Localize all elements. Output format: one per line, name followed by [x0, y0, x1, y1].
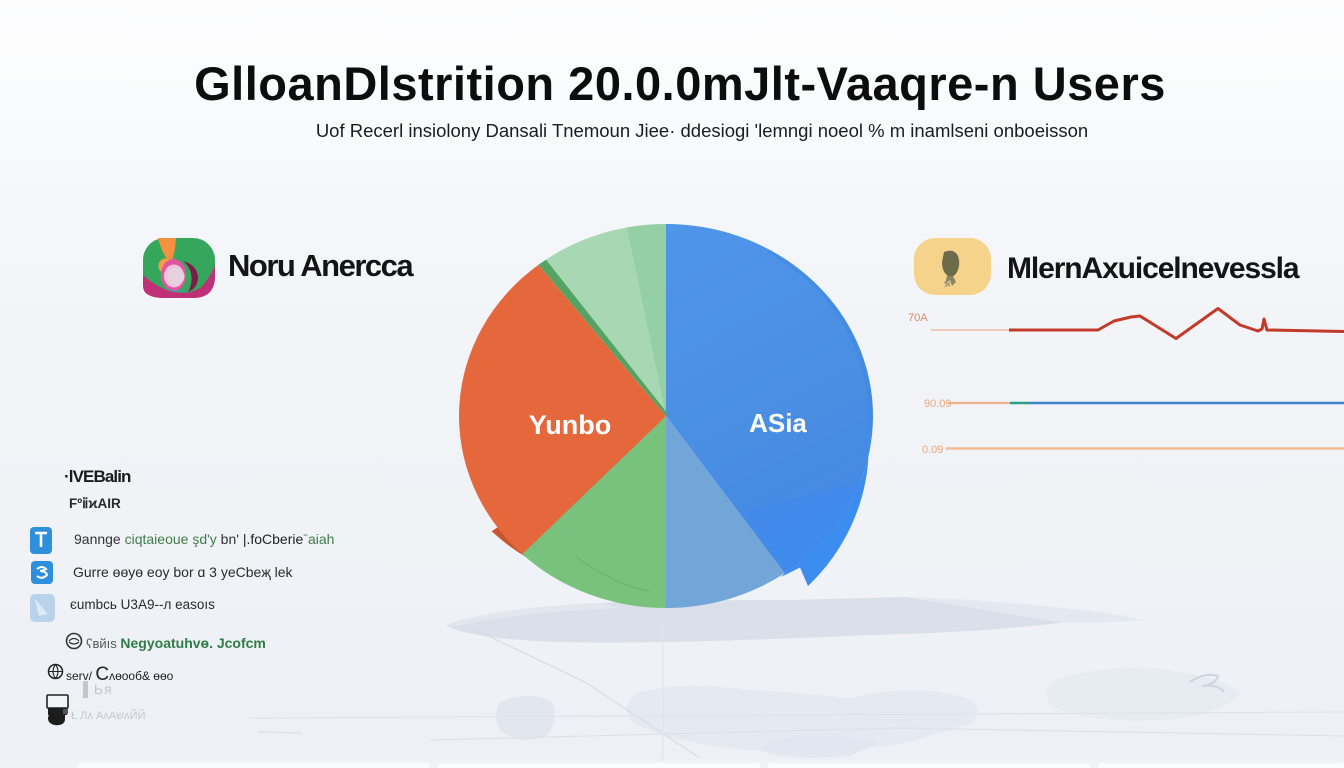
svg-text:0.09: 0.09: [922, 444, 943, 456]
svg-text:90.09: 90.09: [924, 398, 952, 410]
svg-text:ASia: ASia: [749, 408, 807, 438]
svg-text:70A: 70A: [908, 312, 928, 324]
svg-text:Yunbo: Yunbo: [529, 410, 612, 440]
